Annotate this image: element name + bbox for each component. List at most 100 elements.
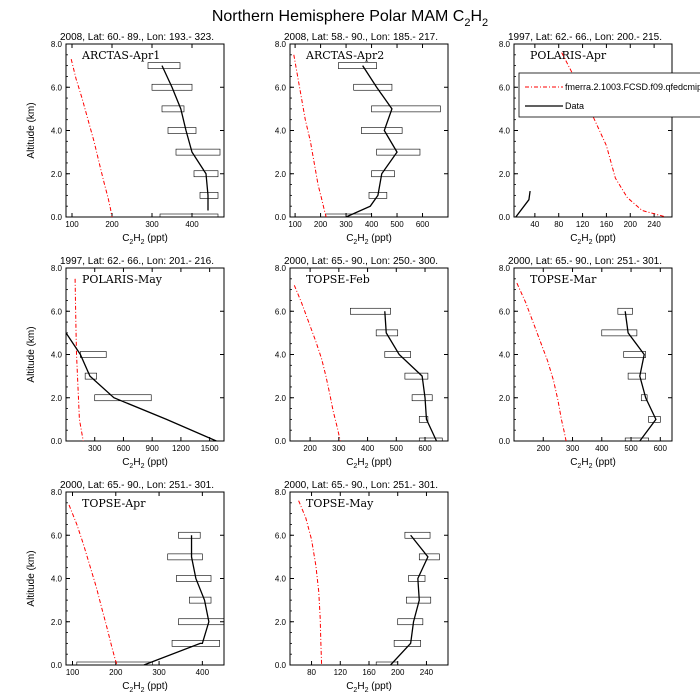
x-tick-label: 200 <box>314 220 328 229</box>
plot-frame <box>513 43 673 218</box>
uncertainty-box <box>418 416 429 423</box>
uncertainty-box <box>408 575 426 582</box>
x-tick-label: 80 <box>307 668 316 677</box>
y-tick-label: 6.0 <box>275 307 287 316</box>
plot-frame <box>289 491 449 666</box>
uncertainty-box <box>361 127 403 134</box>
y-tick-label: 8.0 <box>499 40 511 49</box>
uncertainty-box <box>167 553 203 561</box>
chart-panel: 1997, Lat: 62.- 66., Lon: 201.- 216. POLA… <box>26 256 225 470</box>
y-tick-label: 0.0 <box>499 213 511 222</box>
y-tick-label: 2.0 <box>275 618 287 627</box>
x-tick-label: 600 <box>418 444 432 453</box>
legend-model-label: fmerra.2.1003.FCSD.f09.qfedcmip. <box>565 82 700 92</box>
uncertainty-box <box>353 83 393 91</box>
uncertainty-box <box>189 596 212 604</box>
uncertainty-box <box>178 531 201 539</box>
model-series-line <box>293 285 341 441</box>
plot-frame <box>65 491 225 666</box>
y-tick-label: 2.0 <box>499 394 511 403</box>
x-tick-label: 600 <box>416 220 430 229</box>
campaign-label: TOPSE-Apr <box>82 497 146 510</box>
y-tick-label: 8.0 <box>275 488 287 497</box>
uncertainty-box <box>601 329 638 337</box>
uncertainty-box <box>76 661 153 665</box>
panel-header: 2000, Lat: 65.- 90., Lon: 251.- 301. <box>60 480 214 491</box>
x-tick-label: 300 <box>339 220 353 229</box>
y-tick-label: 0.0 <box>275 661 287 670</box>
x-axis-label: C2H2 (ppt) <box>122 681 168 694</box>
x-axis-label: C2H2 (ppt) <box>570 457 616 470</box>
y-tick-label: 8.0 <box>51 40 63 49</box>
x-tick-label: 400 <box>365 220 379 229</box>
x-tick-label: 160 <box>362 668 376 677</box>
uncertainty-box <box>418 553 440 561</box>
panel-header: 1997, Lat: 62.- 66., Lon: 201.- 216. <box>60 256 214 267</box>
y-tick-label: 6.0 <box>275 531 287 540</box>
uncertainty-box <box>167 127 197 134</box>
x-tick-label: 100 <box>66 668 80 677</box>
panel-header: 2008, Lat: 58.- 90., Lon: 185.- 217. <box>284 32 438 43</box>
chart-panel: 2000, Lat: 65.- 90., Lon: 250.- 300. TOPS… <box>275 256 449 470</box>
uncertainty-box <box>397 618 424 626</box>
uncertainty-box <box>84 372 97 380</box>
y-tick-label: 2.0 <box>499 170 511 179</box>
y-tick-label: 6.0 <box>51 83 63 92</box>
y-tick-label: 8.0 <box>275 40 287 49</box>
x-tick-label: 300 <box>152 668 166 677</box>
x-tick-label: 200 <box>624 220 638 229</box>
y-tick-label: 6.0 <box>51 531 63 540</box>
y-tick-label: 4.0 <box>51 575 63 584</box>
x-tick-label: 600 <box>654 444 668 453</box>
x-tick-label: 200 <box>105 220 119 229</box>
y-tick-label: 6.0 <box>499 83 511 92</box>
uncertainty-box <box>159 213 219 217</box>
y-tick-label: 0.0 <box>51 213 63 222</box>
x-tick-label: 240 <box>647 220 661 229</box>
x-tick-label: 200 <box>303 444 317 453</box>
y-tick-label: 4.0 <box>51 351 63 360</box>
x-axis-label: C2H2 (ppt) <box>346 681 392 694</box>
chart-panel: 2008, Lat: 58.- 90., Lon: 185.- 217. ARCT… <box>275 32 449 246</box>
data-series-line <box>384 311 438 441</box>
uncertainty-box <box>151 83 193 91</box>
uncertainty-box <box>80 351 107 358</box>
uncertainty-box <box>404 531 431 539</box>
campaign-label: TOPSE-Feb <box>306 273 370 286</box>
uncertainty-box <box>404 372 429 380</box>
model-series-line <box>74 278 84 441</box>
x-tick-label: 240 <box>420 668 434 677</box>
y-tick-label: 0.0 <box>275 437 287 446</box>
x-tick-label: 80 <box>554 220 563 229</box>
data-series-line <box>345 65 398 217</box>
x-axis-label: C2H2 (ppt) <box>122 457 168 470</box>
x-tick-label: 600 <box>117 444 131 453</box>
x-tick-label: 500 <box>624 444 638 453</box>
x-tick-label: 400 <box>595 444 609 453</box>
x-tick-label: 120 <box>334 668 348 677</box>
plot-frame <box>289 267 449 442</box>
y-tick-label: 2.0 <box>275 170 287 179</box>
legend-data-label: Data <box>565 101 584 111</box>
model-series-line <box>516 282 567 441</box>
y-axis-label: Altitude (km) <box>26 102 37 158</box>
uncertainty-box <box>375 661 399 665</box>
panel-header: 2000, Lat: 65.- 90., Lon: 250.- 300. <box>284 256 438 267</box>
uncertainty-box <box>624 437 649 441</box>
campaign-label: TOPSE-Mar <box>530 273 597 286</box>
panel-header: 2000, Lat: 65.- 90., Lon: 251.- 301. <box>284 480 438 491</box>
y-tick-label: 4.0 <box>275 351 287 360</box>
y-tick-label: 4.0 <box>275 127 287 136</box>
x-tick-label: 500 <box>390 220 404 229</box>
plot-frame <box>289 43 449 218</box>
panel-header: 1997, Lat: 62.- 66., Lon: 200.- 215. <box>508 32 662 43</box>
y-axis-label: Altitude (km) <box>26 550 37 606</box>
x-axis-label: C2H2 (ppt) <box>570 233 616 246</box>
uncertainty-box <box>338 62 377 69</box>
uncertainty-box <box>161 105 185 113</box>
chart-panel: 2000, Lat: 65.- 90., Lon: 251.- 301. TOPS… <box>275 480 449 694</box>
plot-frame <box>65 267 225 442</box>
uncertainty-box <box>418 437 443 441</box>
panel-header: 2008, Lat: 60.- 89., Lon: 193.- 323. <box>60 32 214 43</box>
legend: fmerra.2.1003.FCSD.f09.qfedcmip. Data <box>518 72 700 118</box>
